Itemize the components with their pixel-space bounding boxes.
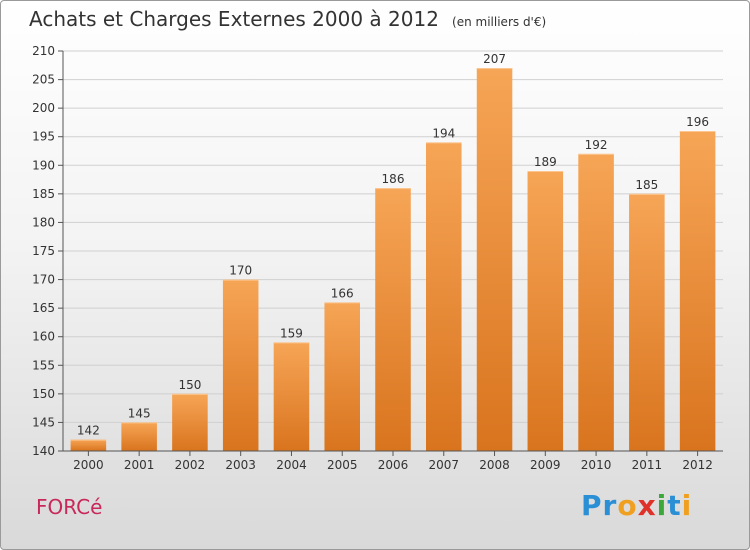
y-tick-label: 210 [32,44,55,58]
x-tick-label: 2010 [581,458,612,472]
x-tick-label: 2002 [175,458,206,472]
logo-letter: i [681,489,693,522]
y-tick-label: 150 [32,387,55,401]
bar [273,342,310,451]
data-label: 189 [534,155,557,169]
x-tick-label: 2001 [124,458,155,472]
logo-letter: r [602,489,618,522]
y-tick-label: 190 [32,158,55,172]
data-label: 150 [178,378,201,392]
logo-letter: o [617,489,638,522]
bar [426,142,462,451]
x-tick-label: 2009 [530,458,561,472]
y-tick-label: 145 [32,415,55,429]
x-tick-label: 2006 [378,458,409,472]
x-tick-label: 2012 [682,458,713,472]
data-label: 196 [686,115,709,129]
logo-letter: i [656,489,668,522]
x-tick-label: 2005 [327,458,358,472]
y-tick-label: 165 [32,301,55,315]
data-label: 142 [77,424,100,438]
x-tick-label: 2007 [428,458,459,472]
y-tick-label: 195 [32,130,55,144]
bar [476,68,513,452]
x-tick-label: 2008 [479,458,510,472]
logo-letter: x [637,489,657,522]
data-label: 207 [483,52,506,66]
y-tick-label: 140 [32,444,55,458]
bar [629,193,665,451]
y-tick-label: 160 [32,330,55,344]
bar [324,302,360,451]
data-label: 159 [280,326,303,340]
bar [172,393,208,451]
bars: 142 145 150 170 159 166 186 194 207 189 192 185 196 [70,52,716,452]
data-label: 194 [432,126,455,140]
title-unit: (en milliers d'€) [452,15,547,29]
location-name: FORCé [36,495,103,519]
chart-title: Achats et Charges Externes 2000 à 2012 (… [29,7,546,31]
logo-letter: P [581,489,603,522]
bar [70,439,107,451]
y-tick-label: 185 [32,187,55,201]
y-tick-label: 175 [32,244,55,258]
title-text: Achats et Charges Externes 2000 à 2012 [29,7,439,31]
axes: 1401451501551601651701751801851901952002… [32,44,723,472]
bar [222,279,259,451]
data-label: 192 [585,138,608,152]
data-label: 166 [331,286,354,300]
x-tick-label: 2004 [276,458,307,472]
x-tick-label: 2011 [632,458,663,472]
data-label: 185 [635,178,658,192]
data-label: 170 [229,264,252,278]
y-tick-label: 170 [32,273,55,287]
x-tick-label: 2000 [73,458,104,472]
bar [527,171,564,451]
y-tick-label: 205 [32,73,55,87]
proxiti-logo: Proxiti [581,489,692,522]
y-tick-label: 155 [32,358,55,372]
bar [679,131,716,451]
data-label: 186 [382,172,405,186]
data-label: 145 [128,406,151,420]
bar [578,153,614,451]
y-tick-label: 200 [32,101,55,115]
y-tick-label: 180 [32,215,55,229]
bar [121,422,157,451]
bar [375,188,411,451]
logo-letter: t [667,489,682,522]
x-tick-label: 2003 [225,458,256,472]
